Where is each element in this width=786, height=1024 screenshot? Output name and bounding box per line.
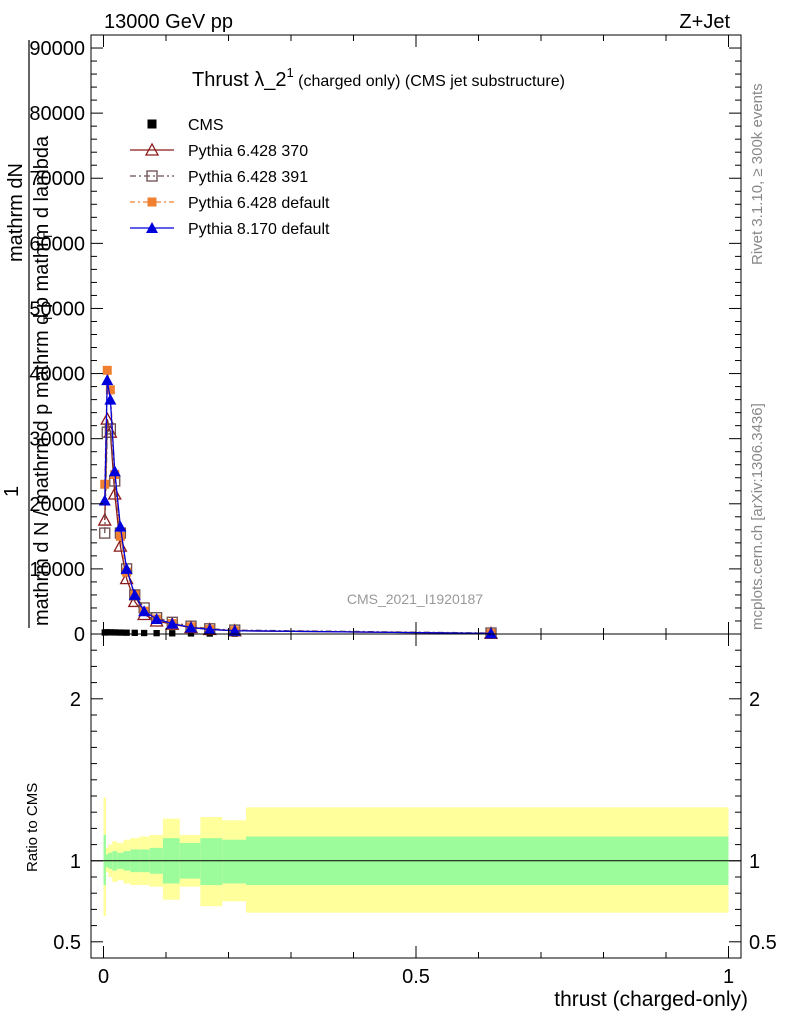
- legend-entry: Pythia 8.170 default: [130, 221, 330, 238]
- plot-title: Thrust λ_21 (charged only) (CMS jet subs…: [192, 65, 565, 91]
- data-point: [166, 617, 179, 629]
- series-line: [104, 379, 492, 634]
- mcplots-label: mcplots.cern.ch [arXiv:1306.3436]: [749, 403, 766, 630]
- ylabel-top: 1: [1, 486, 23, 497]
- legend-label: Pythia 6.428 391: [188, 169, 308, 186]
- data-point: [111, 629, 118, 636]
- legend-entry: Pythia 6.428 370: [130, 142, 308, 160]
- data-point: [131, 629, 138, 636]
- data-point: [107, 629, 114, 636]
- data-point: [97, 512, 112, 526]
- ylabel-t1: T: [41, 314, 55, 322]
- data-point: [101, 374, 114, 386]
- ratio-ytick-label-right: 0.5: [749, 932, 777, 954]
- data-point: [203, 623, 216, 635]
- plot-title-main: Thrust λ_2: [192, 69, 286, 91]
- main-ytick-label: 70000: [29, 168, 85, 190]
- plot-title-sup: 1: [286, 65, 293, 80]
- data-point: [102, 365, 112, 375]
- data-point: [99, 527, 111, 539]
- ratio-xtick-label: 0.5: [402, 966, 430, 988]
- main-series: [97, 365, 499, 639]
- data-point: [108, 465, 121, 477]
- data-point: [128, 588, 141, 600]
- main-ytick-label: 50000: [29, 298, 85, 320]
- rivet-label: Rivet 3.1.10, ≥ 300k events: [749, 83, 766, 265]
- ratio-band-inner: [222, 839, 246, 884]
- ratio-ytick-label-right: 2: [749, 689, 760, 711]
- main-ytick-label: 40000: [29, 364, 85, 386]
- data-point: [146, 170, 158, 182]
- ratio-ytick-label: 1: [70, 851, 81, 873]
- data-point: [120, 562, 133, 574]
- ratio-y-axis-label: Ratio to CMS: [24, 783, 41, 872]
- legend-label: CMS: [188, 117, 224, 134]
- legend-entry: CMS: [147, 117, 224, 134]
- data-point: [117, 629, 124, 636]
- data-point: [185, 621, 197, 633]
- main-ytick-label: 10000: [29, 559, 85, 581]
- data-point: [169, 630, 176, 637]
- main-ytick-label: 60000: [29, 233, 85, 255]
- legend-label: Pythia 8.170 default: [188, 221, 330, 238]
- ratio-band-inner: [200, 838, 223, 886]
- ylabel-line2: mathrm d N / mathrm d p mathrm d p mathr…: [31, 135, 53, 626]
- data-point: [228, 624, 241, 636]
- data-point: [144, 142, 160, 156]
- series-4: [98, 374, 497, 639]
- ratio-band-inner: [103, 834, 106, 886]
- data-point: [147, 197, 157, 207]
- legend-label: Pythia 6.428 370: [188, 143, 308, 160]
- ylabel-t2: T: [41, 232, 55, 240]
- axes: 0 10000 20000 30000 40000 50000 60000 70000 8000…: [29, 34, 777, 988]
- ratio-ytick-label: 2: [70, 689, 81, 711]
- plot-title-rest: (charged only) (CMS jet substructure): [294, 73, 565, 90]
- data-point: [138, 605, 151, 617]
- legend: CMS Pythia 6.428 370 Pythia 6.428 391 Pythi…: [130, 117, 330, 238]
- ylabel-line1: mathrm dN: [5, 163, 27, 262]
- main-ytick-label: 0: [74, 624, 85, 646]
- data-point: [140, 629, 148, 637]
- ratio-xtick-label: 1: [723, 966, 734, 988]
- header-left: 13000 GeV pp: [104, 11, 233, 33]
- legend-entry: Pythia 6.428 391: [130, 169, 308, 186]
- ratio-ytick-label: 0.5: [53, 932, 81, 954]
- legend-entry: Pythia 6.428 default: [130, 195, 330, 212]
- data-point: [153, 630, 160, 637]
- x-axis-label: thrust (charged-only): [554, 988, 748, 1011]
- data-point: [114, 520, 127, 532]
- legend-label: Pythia 6.428 default: [188, 195, 330, 212]
- main-ytick-label: 80000: [29, 103, 85, 125]
- data-point: [115, 531, 125, 541]
- ratio-xtick-label: 0: [98, 966, 109, 988]
- main-ytick-label: 20000: [29, 494, 85, 516]
- data-point: [98, 494, 111, 506]
- analysis-id-label: CMS_2021_I1920187: [347, 591, 483, 607]
- data-point: [150, 613, 163, 625]
- data-point: [104, 393, 117, 405]
- data-point: [146, 222, 158, 233]
- data-point: [107, 486, 122, 500]
- data-point: [187, 630, 195, 637]
- main-y-axis-label: mathrm dN 1 mathrm d N / mathrm d p math…: [1, 40, 55, 628]
- ratio-ytick-label-right: 1: [749, 851, 760, 873]
- data-point: [485, 627, 497, 639]
- main-ytick-label: 30000: [29, 429, 85, 451]
- main-ytick-label: 90000: [29, 38, 85, 60]
- ratio-bands: [91, 797, 741, 916]
- data-point: [123, 629, 130, 636]
- data-point: [147, 119, 157, 129]
- header-right: Z+Jet: [679, 11, 730, 33]
- data-point: [105, 385, 115, 395]
